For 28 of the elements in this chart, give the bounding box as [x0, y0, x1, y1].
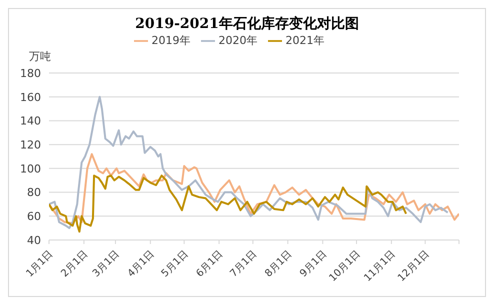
- y-tick-label: 80: [27, 186, 41, 200]
- x-tick-label: 4月1日: [126, 248, 157, 280]
- x-tick-label: 6月1日: [194, 248, 226, 280]
- legend-label: 2020年: [218, 34, 258, 47]
- y-tick-label: 160: [20, 90, 41, 104]
- y-axis-title: 万吨: [29, 49, 51, 64]
- chart-title: 2019-2021年石化库存变化对比图: [134, 15, 360, 33]
- x-tick-label: 3月1日: [90, 248, 122, 280]
- x-tick-label: 8月1日: [263, 248, 294, 280]
- y-tick-label: 180: [20, 66, 41, 80]
- x-tick-label: 5月1日: [160, 248, 191, 280]
- y-tick-label: 120: [20, 138, 41, 152]
- x-tick-label: 1月1日: [24, 248, 56, 280]
- y-tick-label: 40: [27, 234, 41, 247]
- line-series: [49, 174, 408, 233]
- y-tick-label: 140: [20, 114, 41, 128]
- x-tick-label: 7月1日: [228, 248, 260, 280]
- line-series: [49, 153, 459, 224]
- legend-label: 2019年: [152, 34, 190, 47]
- legend-label: 2021年: [286, 34, 324, 47]
- x-tick-label: 9月1日: [298, 248, 330, 280]
- x-tick-label: 11月1日: [362, 248, 398, 284]
- x-tick-label: 10月1日: [327, 248, 363, 284]
- y-tick-label: 60: [27, 210, 41, 224]
- x-tick-label: 2月1日: [59, 248, 90, 280]
- x-tick-label: 12月1日: [396, 248, 432, 284]
- line-series: [49, 96, 449, 230]
- y-tick-label: 100: [20, 162, 41, 176]
